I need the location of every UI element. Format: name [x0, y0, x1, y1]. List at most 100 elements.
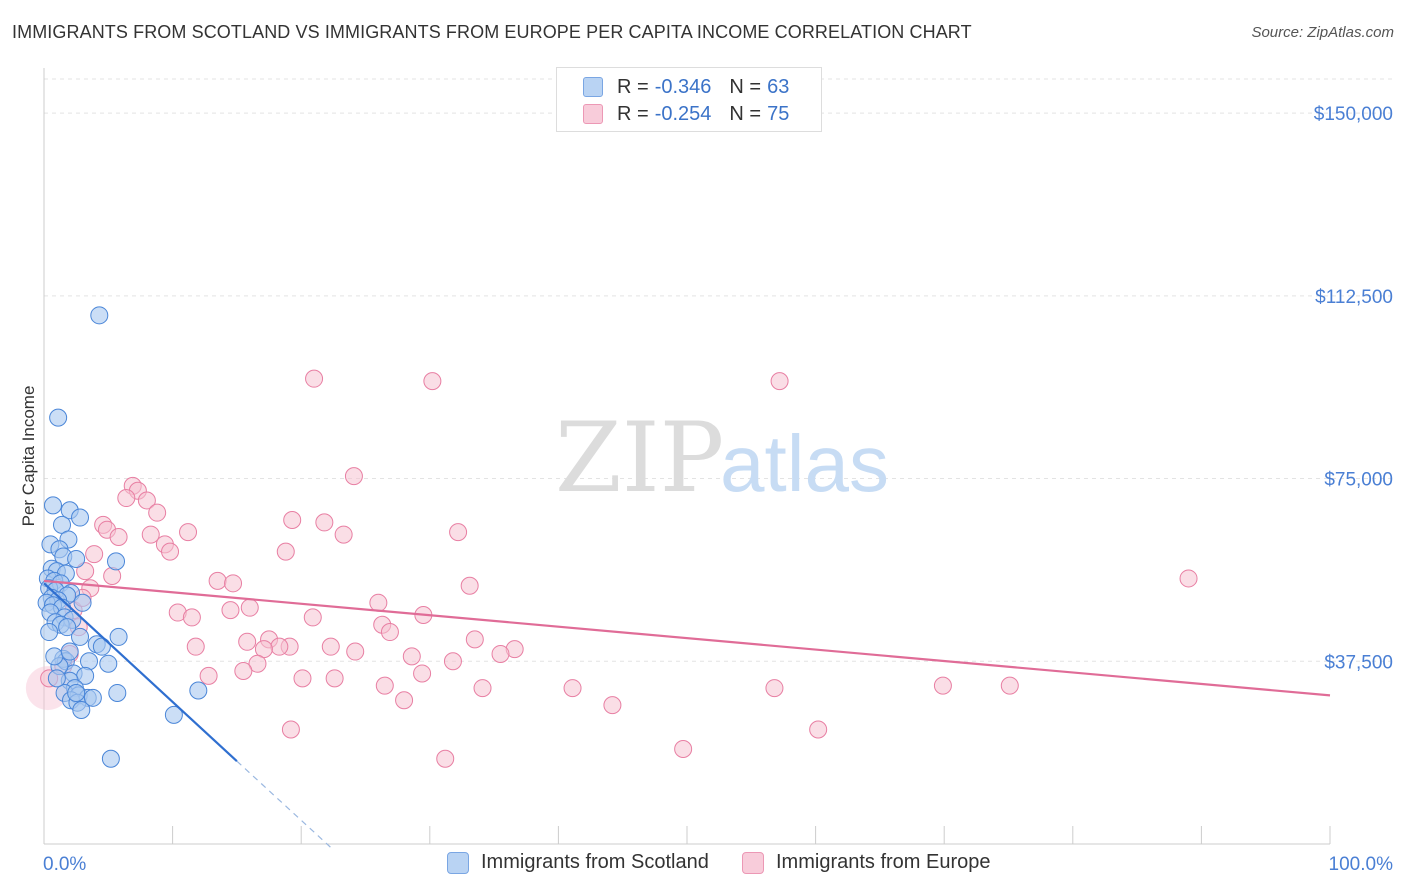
scotland-point [58, 618, 77, 637]
scotland-point [67, 549, 86, 568]
scotland-point [107, 552, 126, 571]
europe-point [395, 691, 414, 710]
europe-point [182, 608, 201, 627]
scotland-point [67, 683, 86, 702]
europe-point [109, 528, 128, 547]
scotland-point [108, 683, 127, 702]
legend-n-value: 75 [767, 102, 790, 125]
x-tick-label: 100.0% [1329, 854, 1394, 875]
legend-n-label: N = [729, 75, 762, 98]
europe-point [85, 545, 104, 564]
europe-point [224, 574, 243, 593]
scotland-point [71, 508, 90, 527]
europe-point [423, 372, 442, 391]
scotland-point [40, 623, 59, 642]
tick-labels: $37,500 $75,000 $112,500 $150,000 0.0% 100.0% [43, 104, 1393, 875]
europe-point [563, 679, 582, 698]
europe-point [674, 739, 693, 758]
scotland-point [109, 627, 128, 646]
y-tick-label: $112,500 [1315, 287, 1393, 308]
europe-point [809, 720, 828, 739]
scotland-trend-extension [236, 760, 334, 851]
scotland-point [73, 593, 92, 612]
europe-point [1000, 676, 1019, 695]
legend-item-europe[interactable]: Immigrants from Europe [742, 851, 991, 874]
europe-point [346, 642, 365, 661]
scotland-point [99, 654, 118, 673]
y-axis-label: Per Capita Income [19, 386, 38, 527]
scotland-point [90, 306, 109, 325]
trend-lines [43, 579, 1331, 851]
europe-point [491, 644, 510, 663]
europe-point [443, 652, 462, 671]
europe-point [276, 542, 295, 561]
europe-point [460, 576, 479, 595]
axes [43, 68, 1331, 845]
y-tick-label: $37,500 [1324, 652, 1393, 673]
europe-point [315, 513, 334, 532]
legend-n-value: 63 [767, 75, 790, 98]
scotland-swatch [583, 77, 603, 97]
europe-point [270, 637, 289, 656]
europe-point [334, 525, 353, 544]
europe-point [141, 525, 160, 544]
europe-point [238, 632, 257, 651]
europe-point [402, 647, 421, 666]
scotland-point [83, 688, 102, 707]
y-tick-label: $150,000 [1314, 104, 1393, 125]
correlation-legend: R = -0.346 N = 63 R = -0.254 N = 75 [556, 67, 822, 132]
europe-point [137, 491, 156, 510]
europe-point [321, 637, 340, 656]
legend-item-scotland[interactable]: Immigrants from Scotland [447, 851, 709, 874]
scotland-point [164, 705, 183, 724]
scotland-point [47, 669, 66, 688]
europe-point [234, 662, 253, 681]
legend-r-label: R = [617, 102, 649, 125]
europe-point [281, 720, 300, 739]
scotland-point [60, 642, 79, 661]
europe-point [76, 562, 95, 581]
europe-swatch [583, 104, 603, 124]
europe-point [413, 664, 432, 683]
europe-point [344, 467, 363, 486]
scotland-point [189, 681, 208, 700]
source-label: Source: ZipAtlas.com [1251, 24, 1394, 41]
europe-point [303, 608, 322, 627]
europe-swatch [742, 851, 764, 874]
legend-row-europe: R = -0.254 N = 75 [583, 101, 789, 127]
europe-point [603, 696, 622, 715]
y-tick-label: $75,000 [1324, 470, 1393, 491]
watermark-atlas: atlas [720, 419, 889, 508]
europe-point [221, 601, 240, 620]
scotland-point [72, 701, 91, 720]
europe-point [765, 679, 784, 698]
europe-point [369, 593, 388, 612]
europe-point [179, 523, 198, 542]
europe-point [305, 369, 324, 388]
europe-point [283, 510, 302, 529]
x-tick-label: 0.0% [43, 854, 86, 875]
europe-point [436, 749, 455, 768]
europe-point [933, 676, 952, 695]
europe-point [473, 679, 492, 698]
europe-point [161, 542, 180, 561]
europe-point [465, 630, 484, 649]
europe-point [770, 372, 789, 391]
europe-point [208, 571, 227, 590]
europe-point [380, 623, 399, 642]
scotland-point [101, 749, 120, 768]
europe-point [117, 489, 136, 508]
legend-label-scotland: Immigrants from Scotland [481, 851, 709, 873]
scotland-point [44, 496, 63, 515]
scotland-trend-line [43, 582, 238, 762]
scotland-point [71, 627, 90, 646]
legend-r-label: R = [617, 75, 649, 98]
europe-trend-line [43, 579, 1331, 697]
europe-point [449, 523, 468, 542]
europe-point [199, 666, 218, 685]
legend-r-value: -0.346 [654, 75, 712, 98]
watermark-zip: ZIP [555, 402, 724, 514]
chart-title: IMMIGRANTS FROM SCOTLAND VS IMMIGRANTS F… [12, 22, 972, 42]
legend-n-label: N = [729, 102, 762, 125]
